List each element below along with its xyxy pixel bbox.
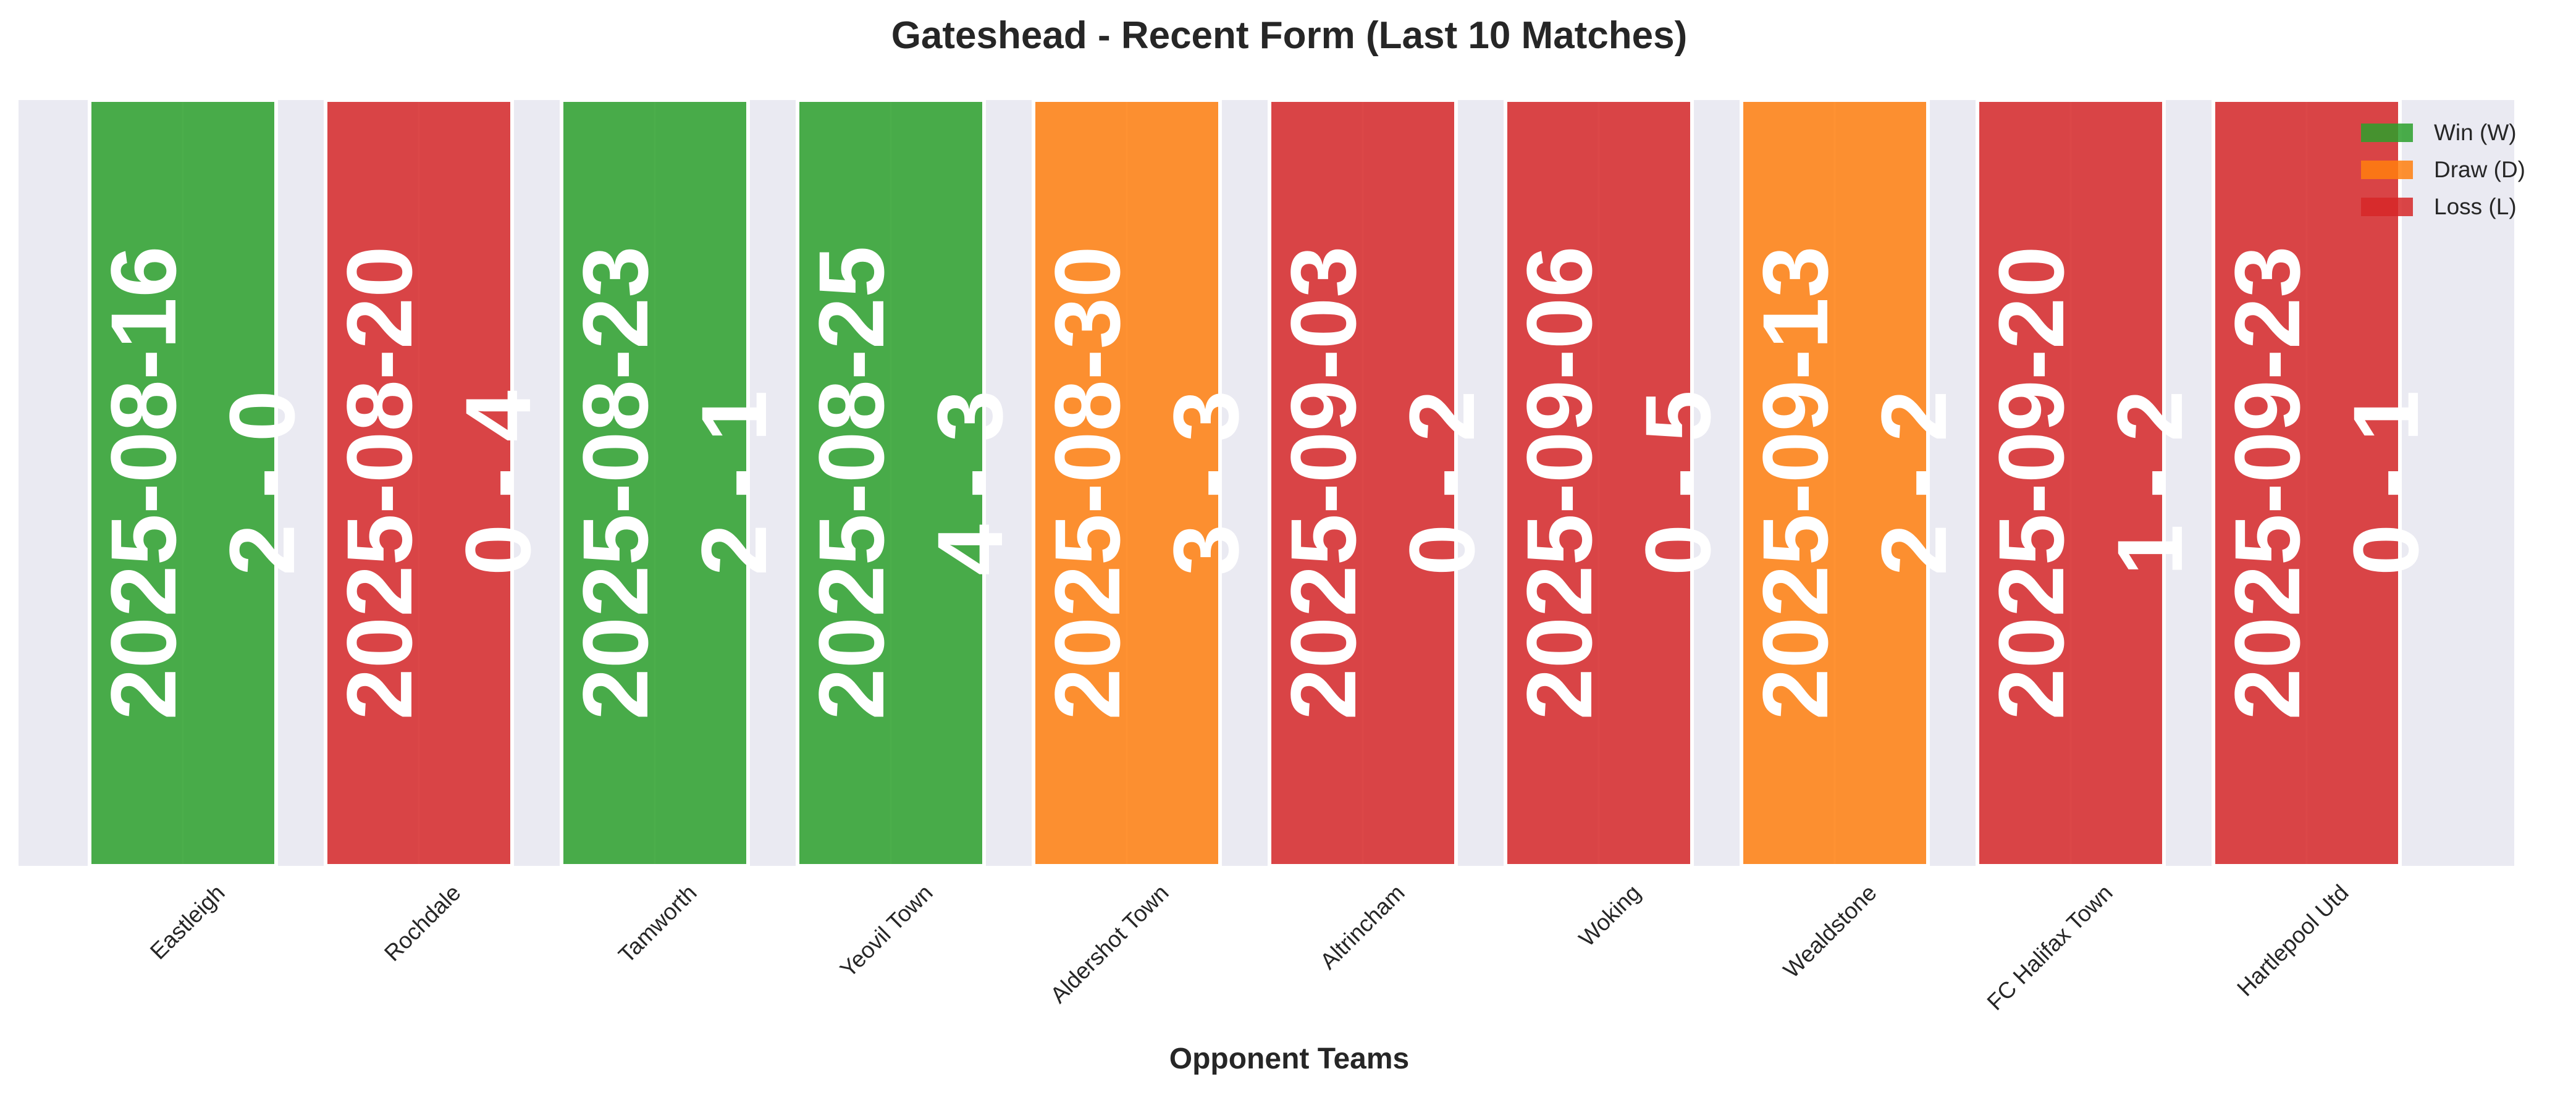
bar-fc-halifax-town [1976,98,2166,868]
x-tick-label: Aldershot Town [1045,880,1173,1008]
bar-label: 2025-08-23 2 - 1 [563,246,786,720]
bar-label-date: 2025-09-20 [1979,246,2083,720]
bar-label-date: 2025-08-20 [327,246,431,720]
bar-label: 2025-09-20 1 - 2 [1979,246,2202,720]
bar-label-date: 2025-08-25 [799,246,903,720]
legend: Win (W) Draw (D) Loss (L) [2361,120,2525,219]
bar-labels: 2025-08-16 2 - 0 2025-08-20 0 - 4 2025-08-23… [91,246,2438,720]
x-tick-label: Rochdale [379,880,466,967]
bar-label: 2025-09-06 0 - 5 [1507,246,1730,720]
bar-label-date: 2025-09-13 [1743,246,1847,720]
bar-label-score: 2 - 1 [682,390,786,576]
x-tick-label: Eastleigh [145,880,230,965]
bar-label-date: 2025-08-23 [563,246,667,720]
chart-title: Gateshead - Recent Form (Last 10 Matches… [891,14,1688,57]
bar-label: 2025-09-03 0 - 2 [1271,246,1494,720]
x-tick-label: Altrincham [1315,880,1410,975]
legend-label: Draw (D) [2434,157,2525,182]
bar-yeovil-town [796,98,986,868]
x-tick-label: Wealdstone [1778,880,1882,983]
x-axis-label: Opponent Teams [1169,1043,1409,1075]
legend-label: Loss (L) [2434,194,2517,219]
bar-label-score: 2 - 0 [210,390,314,576]
x-tick-label: FC Halifax Town [1982,880,2118,1015]
bar-label-score: 0 - 5 [1626,390,1730,576]
bar-woking [1504,98,1694,868]
legend-swatch-d [2361,161,2413,179]
bar-label-date: 2025-09-23 [2215,246,2319,720]
legend-swatch-l [2361,198,2413,216]
bar-label-score: 4 - 3 [918,390,1022,576]
bar-label: 2025-08-20 0 - 4 [327,246,550,720]
bar-label-date: 2025-09-06 [1507,246,1611,720]
bar-label-score: 0 - 2 [1390,390,1494,576]
bar-aldershot-town [1032,98,1222,868]
bar-altrincham [1268,98,1458,868]
bars [88,98,2402,868]
bar-label: 2025-08-30 3 - 3 [1035,246,1258,720]
bar-label: 2025-08-25 4 - 3 [799,246,1022,720]
bar-label-score: 0 - 4 [446,390,550,576]
bar-label-date: 2025-08-30 [1035,246,1139,720]
bar-rochdale [324,98,514,868]
x-tick-label: Woking [1574,880,1646,952]
bar-label-date: 2025-09-03 [1271,246,1375,720]
bar-wealdstone [1740,98,1930,868]
legend-swatch-w [2361,124,2413,142]
bar-tamworth [560,98,750,868]
bar-label-score: 3 - 3 [1154,390,1258,576]
bar-label-date: 2025-08-16 [91,246,195,720]
x-tick-label: Yeovil Town [835,880,938,983]
bar-label-score: 0 - 1 [2334,390,2438,576]
bar-label: 2025-08-16 2 - 0 [91,246,314,720]
bar-label: 2025-09-23 0 - 1 [2215,246,2438,720]
x-tick-label: Tamworth [613,880,701,968]
bar-eastleigh [88,98,278,868]
bar-label-score: 2 - 2 [1862,390,1966,576]
bar-hartlepool-utd [2212,98,2402,868]
legend-label: Win (W) [2434,120,2517,145]
bar-label: 2025-09-13 2 - 2 [1743,246,1966,720]
x-tick-labels: Eastleigh Rochdale Tamworth Yeovil Town Alde… [145,880,2354,1015]
x-tick-label: Hartlepool Utd [2232,880,2353,1001]
bar-label-score: 1 - 2 [2098,390,2202,576]
